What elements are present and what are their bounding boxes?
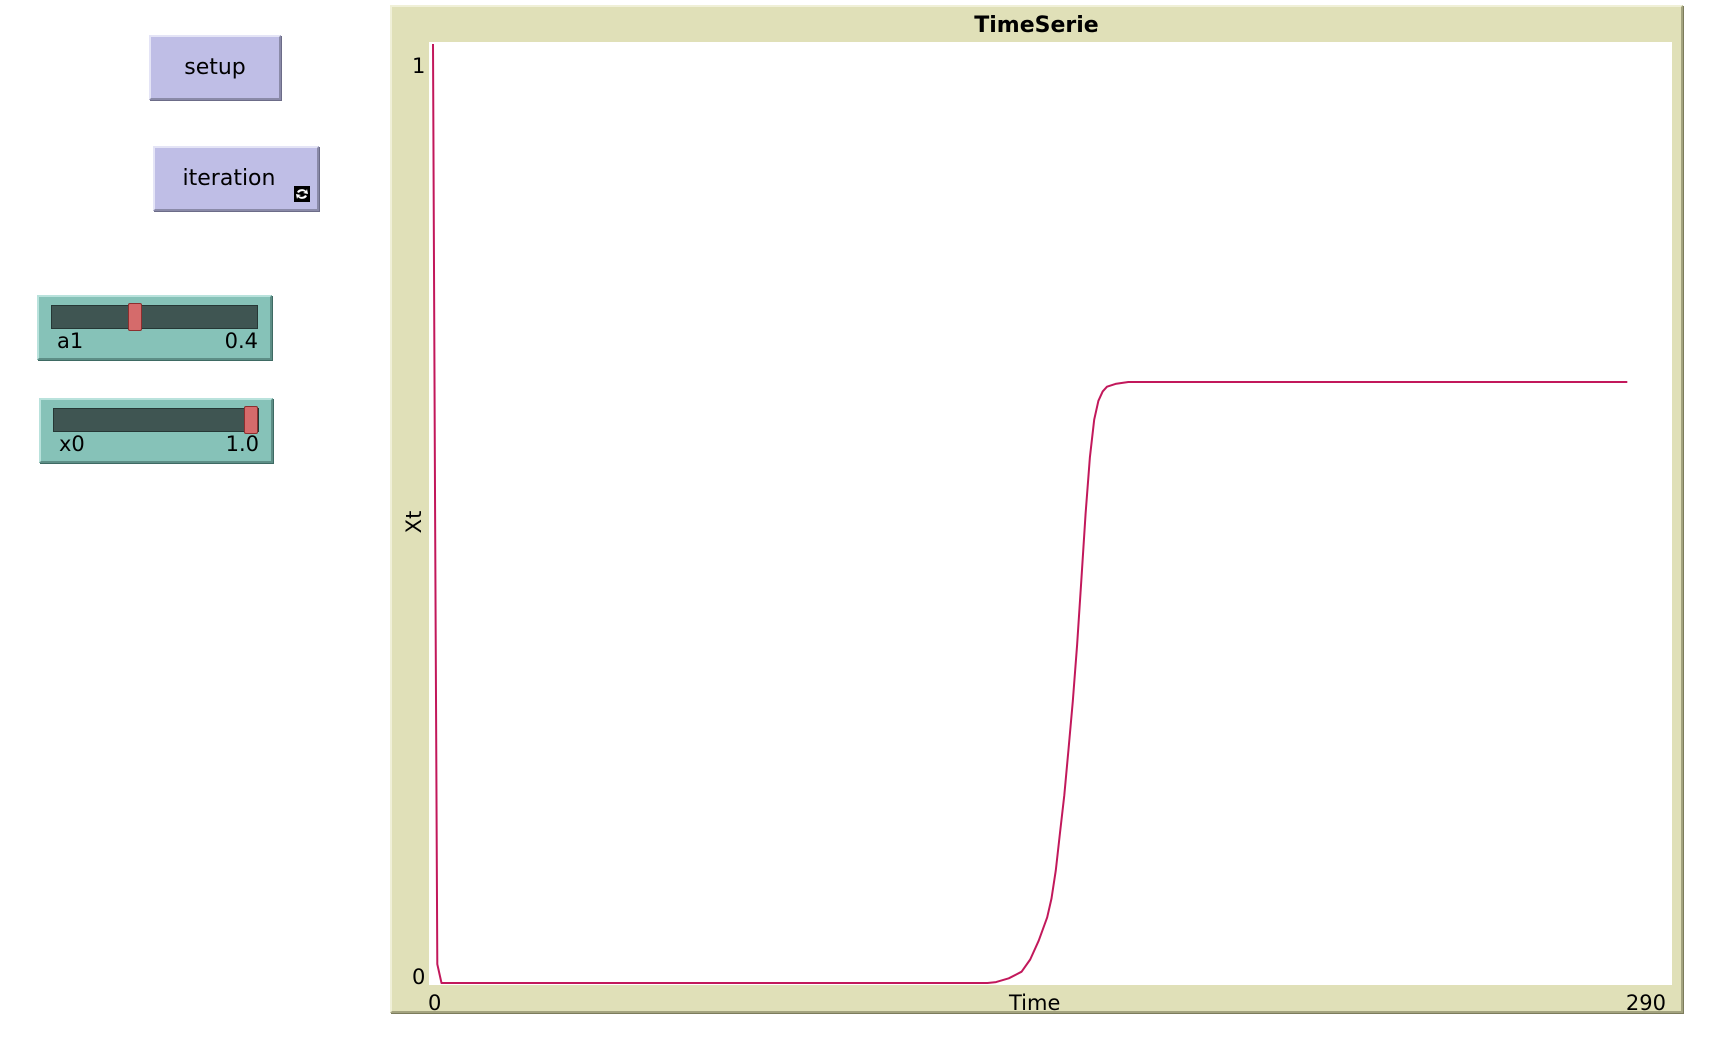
slider-x0-name: x0 [59, 432, 85, 456]
slider-a1-name: a1 [57, 329, 84, 353]
iteration-button[interactable]: iteration [153, 146, 319, 211]
slider-a1-track[interactable] [51, 303, 258, 331]
series-line-0 [432, 43, 1628, 984]
plot-canvas [432, 43, 1628, 984]
forever-loop-icon [294, 186, 310, 202]
plot-title: TimeSerie [974, 13, 1099, 38]
iteration-button-label: iteration [182, 166, 276, 191]
plot-area [429, 42, 1672, 985]
y-tick-max: 1 [412, 54, 426, 78]
slider-a1-value: 0.4 [224, 329, 258, 353]
slider-x0-thumb[interactable] [244, 406, 258, 434]
slider-a1-thumb[interactable] [128, 303, 143, 331]
slider-x0-value: 1.0 [225, 432, 259, 456]
plot-timeserie: TimeSerie Xt 1 0 0 Time 290 [390, 5, 1683, 1015]
y-axis-label: Xt [402, 510, 426, 534]
y-tick-min: 0 [412, 965, 426, 989]
setup-button[interactable]: setup [149, 35, 281, 100]
x-tick-max: 290 [1625, 991, 1666, 1015]
slider-a1[interactable]: a1 0.4 [37, 295, 272, 360]
x-axis-label: Time [1009, 991, 1061, 1015]
setup-button-label: setup [184, 55, 246, 80]
x-tick-min: 0 [428, 991, 442, 1015]
slider-x0-track[interactable] [53, 406, 259, 434]
slider-x0[interactable]: x0 1.0 [39, 398, 273, 463]
